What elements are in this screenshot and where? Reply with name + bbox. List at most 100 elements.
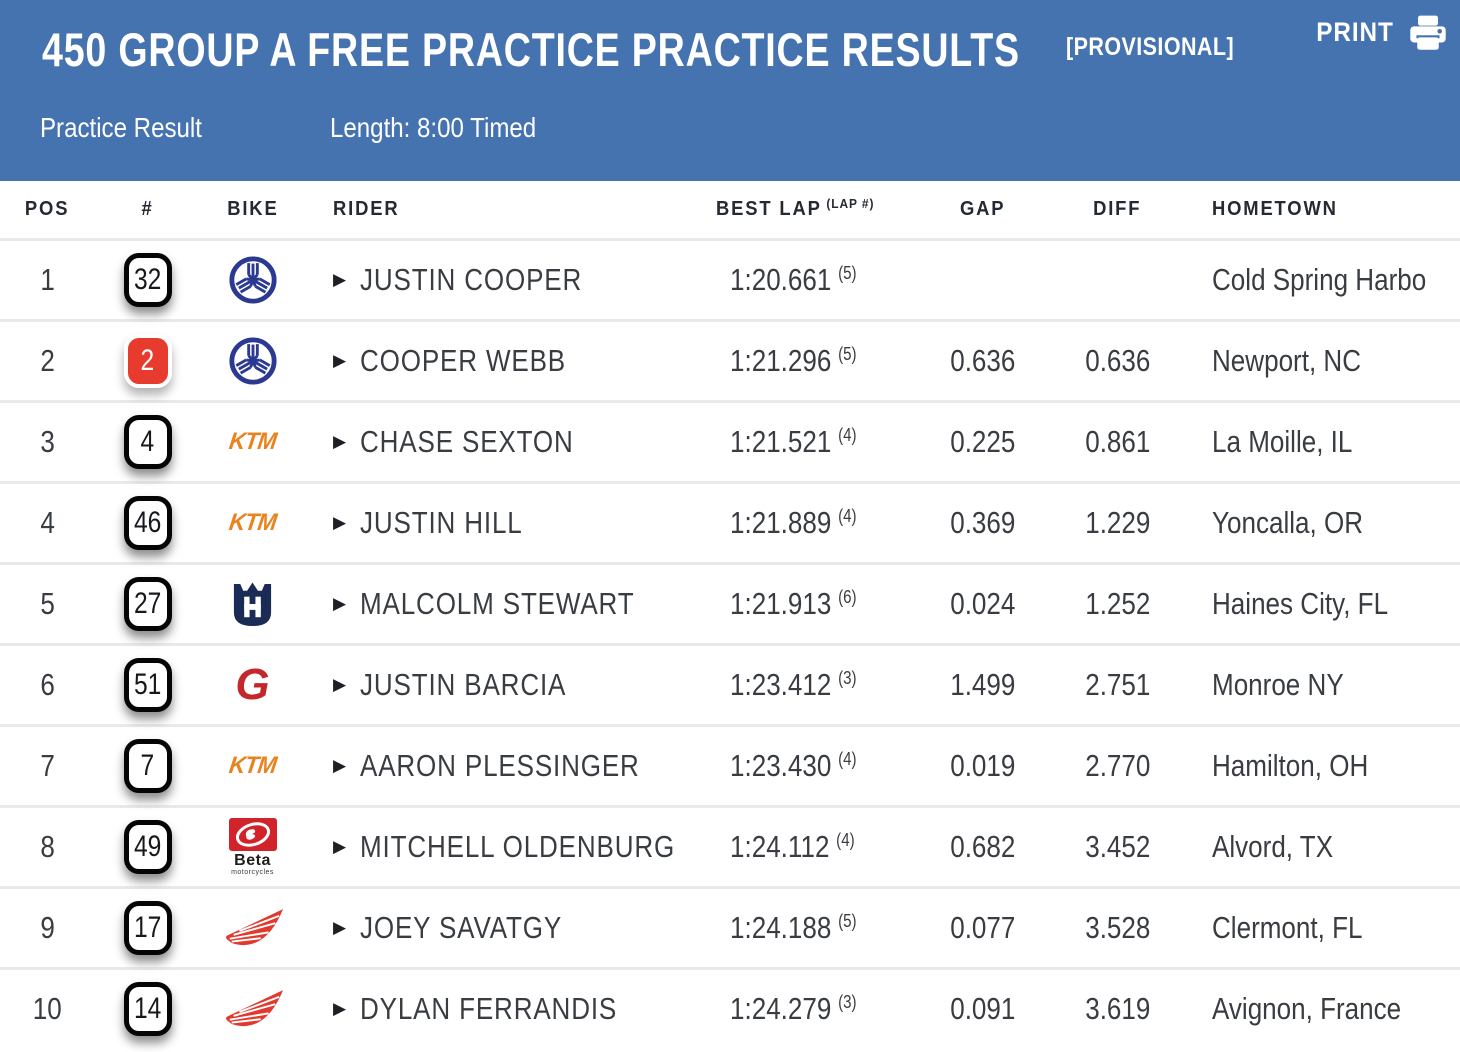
best-lap-time: 1:21.913: [730, 586, 832, 621]
gap-value: 0.024: [949, 586, 1016, 621]
print-button-label: PRINT: [1316, 17, 1394, 47]
rider-name: MALCOLM STEWART: [360, 586, 635, 621]
beta-logo-icon: Beta motorcycles: [228, 818, 278, 876]
best-lap-number: (6): [838, 587, 857, 607]
table-row[interactable]: 1 32 KTM G: [0, 238, 1460, 319]
husqvarna-logo-icon: [233, 581, 272, 626]
bike-brand-cell: KTM G Beta motorcycles: [200, 970, 305, 1048]
rider-number-plate: 7: [123, 739, 172, 793]
rider-name-cell: ▶ AARON PLESSINGER: [305, 727, 700, 805]
rider-number-plate: 49: [123, 820, 172, 874]
expand-arrow-icon: ▶: [333, 756, 348, 775]
column-header-bike: BIKE: [226, 198, 279, 220]
position-value: 2: [40, 343, 55, 378]
rider-name-cell: ▶ MITCHELL OLDENBURG: [305, 808, 700, 886]
bike-brand-cell: KTM G Beta motorcycles: [200, 646, 305, 724]
position-value: 7: [40, 748, 55, 783]
position-value: 5: [40, 586, 55, 621]
bike-brand-cell: KTM G Beta motorcycles: [200, 808, 305, 886]
hometown-value: Avignon, France: [1212, 991, 1402, 1026]
position-value: 9: [40, 910, 55, 945]
bike-brand-cell: KTM G Beta motorcycles: [200, 322, 305, 400]
expand-arrow-icon: ▶: [333, 432, 348, 451]
column-header-best-lap: BEST LAP (LAP #): [716, 196, 875, 220]
table-row[interactable]: 8 49 KTM G: [0, 805, 1460, 886]
column-header-rider: RIDER: [333, 198, 400, 220]
table-row[interactable]: 10 14 KTM G: [0, 967, 1460, 1048]
rider-name: MITCHELL OLDENBURG: [360, 829, 676, 864]
results-body: 1 32 KTM G: [0, 238, 1460, 1048]
best-lap-time: 1:24.188: [730, 910, 832, 945]
column-header-diff: DIFF: [1093, 198, 1142, 220]
best-lap-number: (4): [838, 749, 857, 769]
best-lap-cell: 1:24.112 (4): [700, 808, 910, 886]
diff-value: [1055, 241, 1180, 319]
best-lap-number: (5): [838, 911, 857, 931]
bike-brand-cell: KTM G Beta motorcycles: [200, 484, 305, 562]
diff-value: 2.751: [1084, 667, 1151, 702]
best-lap-cell: 1:23.412 (3): [700, 646, 910, 724]
rider-number-plate: 14: [123, 982, 172, 1036]
table-row[interactable]: 5 27 KTM G: [0, 562, 1460, 643]
rider-name: JUSTIN HILL: [360, 505, 523, 540]
yamaha-logo-icon: [228, 256, 277, 304]
position-value: 4: [40, 505, 55, 540]
expand-arrow-icon: ▶: [333, 513, 348, 532]
table-row[interactable]: 3 4 KTM G: [0, 400, 1460, 481]
gap-value: 0.077: [949, 910, 1016, 945]
ktm-logo-icon: KTM: [227, 428, 278, 455]
best-lap-cell: 1:21.889 (4): [700, 484, 910, 562]
rider-name-cell: ▶ JUSTIN COOPER: [305, 241, 700, 319]
gasgas-logo-icon: G: [235, 660, 270, 709]
position-value: 10: [33, 991, 62, 1026]
column-header-pos: POS: [25, 198, 70, 220]
hometown-value: Clermont, FL: [1212, 910, 1363, 945]
hometown-value: Monroe NY: [1212, 667, 1344, 702]
best-lap-cell: 1:24.188 (5): [700, 889, 910, 967]
ktm-logo-icon: KTM: [227, 509, 278, 536]
best-lap-cell: 1:21.521 (4): [700, 403, 910, 481]
expand-arrow-icon: ▶: [333, 918, 348, 937]
position-value: 6: [40, 667, 55, 702]
table-row[interactable]: 9 17 KTM G: [0, 886, 1460, 967]
table-row[interactable]: 2 2 KTM G: [0, 319, 1460, 400]
expand-arrow-icon: ▶: [333, 270, 348, 289]
best-lap-time: 1:24.279: [730, 991, 832, 1026]
rider-name-cell: ▶ JUSTIN HILL: [305, 484, 700, 562]
best-lap-number: (4): [838, 506, 857, 526]
rider-name: JUSTIN COOPER: [360, 262, 583, 297]
hometown-value: La Moille, IL: [1212, 424, 1353, 459]
bike-brand-cell: KTM G Beta motorcycles: [200, 889, 305, 967]
best-lap-time: 1:24.112: [730, 829, 830, 864]
hometown-value: Yoncalla, OR: [1212, 505, 1364, 540]
bike-brand-cell: KTM G Beta motorcycles: [200, 727, 305, 805]
rider-number-plate: 27: [123, 577, 172, 631]
table-row[interactable]: 4 46 KTM G: [0, 481, 1460, 562]
column-header-number: #: [141, 198, 154, 220]
table-row[interactable]: 6 51 KTM G: [0, 643, 1460, 724]
print-button[interactable]: PRINT: [1312, 14, 1448, 51]
expand-arrow-icon: ▶: [333, 837, 348, 856]
results-table-header: POS # BIKE RIDER BEST LAP (LAP #) GAP DIF…: [0, 181, 1460, 238]
gap-value: [910, 241, 1055, 319]
gap-value: 1.499: [949, 667, 1016, 702]
best-lap-number: (3): [838, 992, 857, 1012]
position-value: 8: [40, 829, 55, 864]
best-lap-number: (4): [838, 425, 857, 445]
best-lap-number: (3): [838, 668, 857, 688]
rider-number-plate: 4: [123, 415, 172, 469]
column-header-hometown: HOMETOWN: [1212, 198, 1338, 220]
rider-name-cell: ▶ COOPER WEBB: [305, 322, 700, 400]
expand-arrow-icon: ▶: [333, 999, 348, 1018]
best-lap-time: 1:23.412: [730, 667, 832, 702]
page-title: 450 GROUP A FREE PRACTICE PRACTICE RESUL…: [42, 23, 1020, 76]
rider-name: CHASE SEXTON: [360, 424, 574, 459]
expand-arrow-icon: ▶: [333, 351, 348, 370]
rider-number-plate: 51: [123, 658, 172, 712]
diff-value: 3.619: [1084, 991, 1151, 1026]
diff-value: 2.770: [1084, 748, 1151, 783]
position-value: 1: [40, 262, 55, 297]
table-row[interactable]: 7 7 KTM G: [0, 724, 1460, 805]
hometown-value: Haines City, FL: [1212, 586, 1389, 621]
expand-arrow-icon: ▶: [333, 675, 348, 694]
